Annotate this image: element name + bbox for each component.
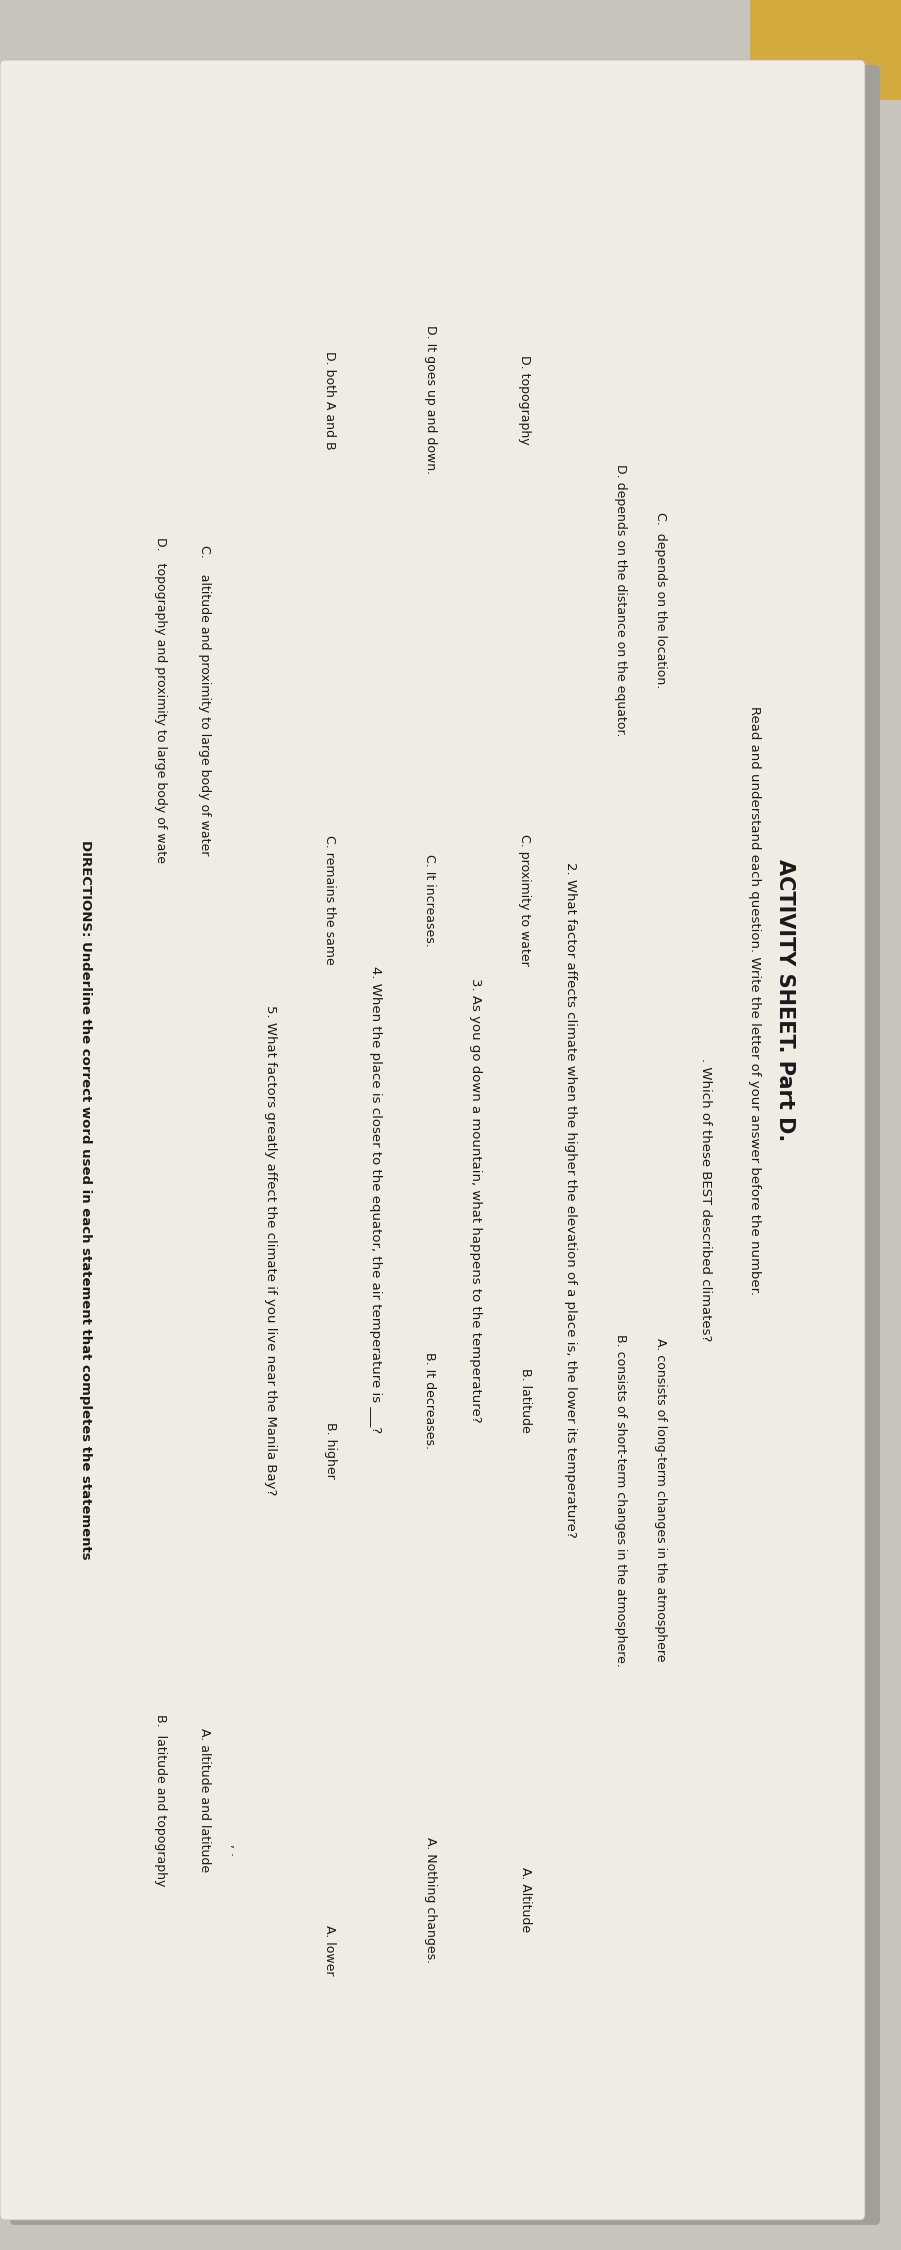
Text: B. It decreases.: B. It decreases.: [423, 1352, 436, 1449]
Text: C. remains the same: C. remains the same: [323, 835, 336, 965]
Text: DIRECTIONS: Underline the correct word used in each statement that completes the: DIRECTIONS: Underline the correct word u…: [78, 839, 92, 1559]
Text: A. lower: A. lower: [323, 1924, 336, 1976]
Polygon shape: [750, 0, 901, 99]
Text: A. altitude and latitude: A. altitude and latitude: [198, 1728, 212, 1872]
Text: B.  latitude and topography: B. latitude and topography: [153, 1714, 167, 1886]
Text: , .: , .: [229, 1845, 241, 1856]
Text: 5. What factors greatly affect the climate if you live near the Manila Bay?: 5. What factors greatly affect the clima…: [263, 1006, 277, 1496]
Text: C. It increases.: C. It increases.: [423, 853, 436, 947]
Text: C.    altitude and proximity to large body of water: C. altitude and proximity to large body …: [198, 544, 212, 855]
Text: A. consists of long-term changes in the atmosphere: A. consists of long-term changes in the …: [653, 1339, 667, 1663]
Text: A. Nothing changes.: A. Nothing changes.: [423, 1836, 436, 1962]
Text: 4. When the place is closer to the equator, the air temperature is ___?: 4. When the place is closer to the equat…: [369, 968, 381, 1433]
Text: C.  depends on the location.: C. depends on the location.: [653, 511, 667, 688]
Text: 2. What factor affects climate when the higher the elevation of a place is, the : 2. What factor affects climate when the …: [563, 862, 577, 1539]
Text: 3. As you go down a mountain, what happens to the temperature?: 3. As you go down a mountain, what happe…: [469, 979, 481, 1422]
Text: D. depends on the distance on the equator.: D. depends on the distance on the equato…: [614, 464, 626, 736]
FancyBboxPatch shape: [0, 61, 865, 2221]
Text: . Which of these BEST described climates?: . Which of these BEST described climates…: [698, 1058, 712, 1341]
Text: D. both A and B: D. both A and B: [323, 351, 336, 450]
Text: D.   topography and proximity to large body of wate: D. topography and proximity to large bod…: [153, 538, 167, 864]
Text: Read and understand each question. Write the letter of your answer before the nu: Read and understand each question. Write…: [749, 706, 761, 1294]
FancyBboxPatch shape: [10, 65, 880, 2225]
Text: A. Altitude: A. Altitude: [518, 1868, 532, 1933]
Text: D. It goes up and down.: D. It goes up and down.: [423, 326, 436, 475]
Text: C. proximity to water: C. proximity to water: [518, 835, 532, 965]
Text: B. consists of short-term changes in the atmosphere.: B. consists of short-term changes in the…: [614, 1334, 626, 1667]
Text: B. higher: B. higher: [323, 1422, 336, 1478]
Text: D. topography: D. topography: [518, 356, 532, 446]
Text: B. latitude: B. latitude: [518, 1368, 532, 1433]
Text: ACTIVITY SHEET. Part D.: ACTIVITY SHEET. Part D.: [775, 860, 795, 1141]
